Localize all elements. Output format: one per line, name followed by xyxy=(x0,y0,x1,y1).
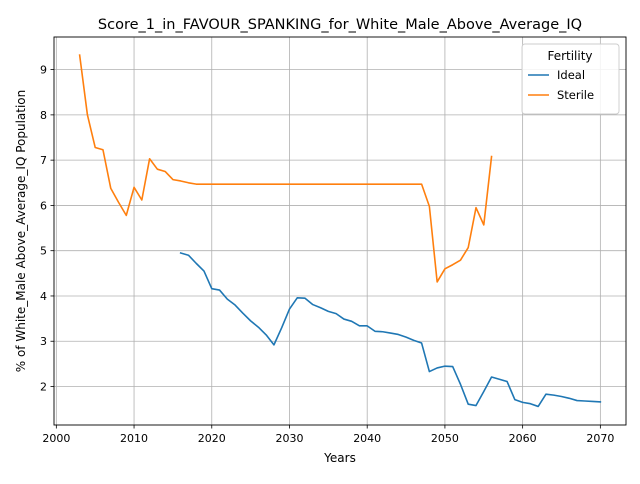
x-tick-label: 2000 xyxy=(42,432,70,445)
x-tick-label: 2050 xyxy=(431,432,459,445)
series-lines xyxy=(78,54,602,408)
legend-label-sterile: Sterile xyxy=(557,88,594,102)
plot-frame xyxy=(53,36,627,426)
legend-entries: Ideal Sterile xyxy=(528,68,594,102)
x-tick-label: 2040 xyxy=(353,432,381,445)
series-line-ideal xyxy=(179,251,602,408)
grid xyxy=(54,37,626,425)
x-tick-label: 2070 xyxy=(586,432,614,445)
y-tick-label: 2 xyxy=(40,381,47,394)
legend-box xyxy=(521,43,620,115)
y-tick-label: 6 xyxy=(40,199,47,212)
y-tick-label: 3 xyxy=(40,335,47,348)
legend-label-ideal: Ideal xyxy=(557,68,585,82)
y-tick-label: 8 xyxy=(40,109,47,122)
y-axis-label: % of White_Male Above_Average_IQ Populat… xyxy=(14,90,28,373)
x-tick-label: 2060 xyxy=(509,432,537,445)
legend: Fertility Ideal Sterile xyxy=(521,43,620,115)
x-axis-ticks: 2000 2010 2020 2030 2040 2050 2060 2070 xyxy=(42,425,614,445)
y-tick-label: 4 xyxy=(40,290,47,303)
x-tick-label: 2030 xyxy=(275,432,303,445)
legend-title: Fertility xyxy=(547,49,592,63)
x-tick-label: 2010 xyxy=(120,432,148,445)
y-tick-label: 9 xyxy=(40,64,47,77)
x-axis-label: Years xyxy=(323,451,356,465)
y-tick-label: 5 xyxy=(40,245,47,258)
y-axis-ticks: 2 3 4 5 6 7 8 9 xyxy=(40,64,54,394)
series-line-sterile xyxy=(78,54,493,283)
x-tick-label: 2020 xyxy=(198,432,226,445)
y-tick-label: 7 xyxy=(40,154,47,167)
chart-title: Score_1_in_FAVOUR_SPANKING_for_White_Mal… xyxy=(98,17,582,33)
